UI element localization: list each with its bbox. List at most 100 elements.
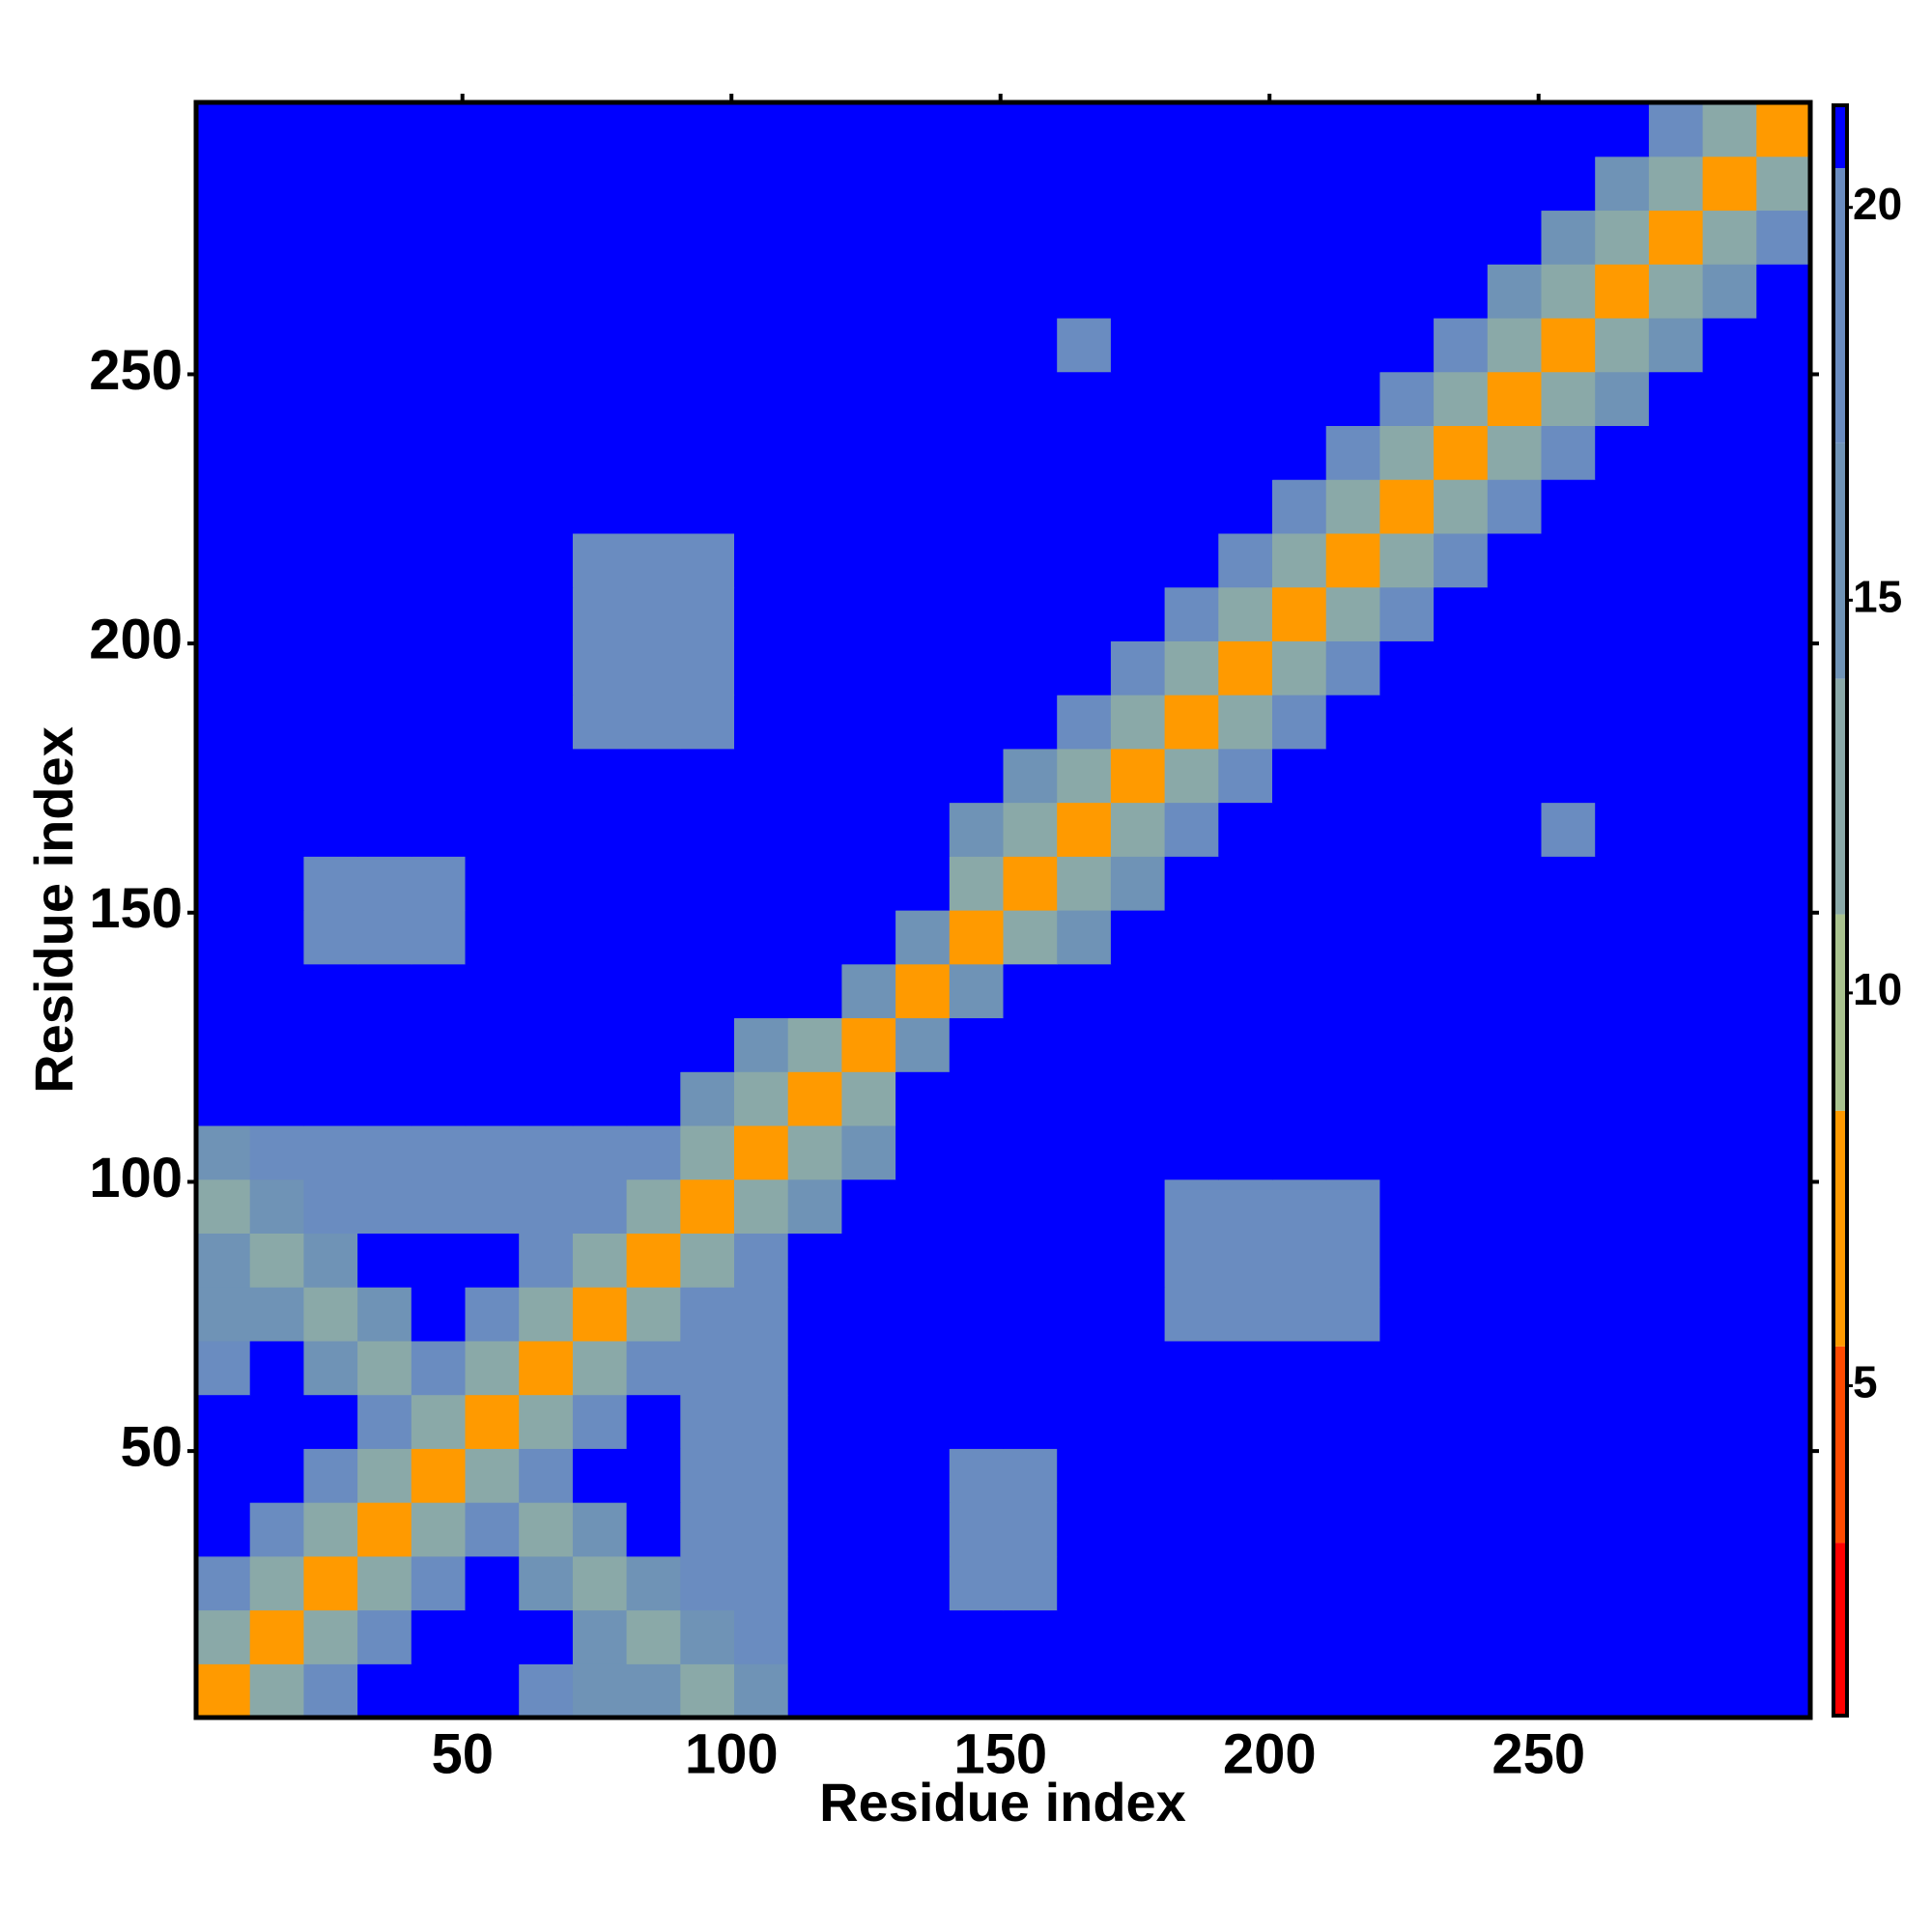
heatmap-cell xyxy=(1487,1609,1543,1664)
heatmap-cell xyxy=(1164,479,1219,534)
heatmap-cell xyxy=(519,1609,574,1664)
heatmap-cell xyxy=(1110,640,1166,696)
heatmap-cell xyxy=(949,1663,1005,1719)
heatmap-cell xyxy=(1756,1233,1811,1288)
heatmap-cell xyxy=(196,210,251,265)
heatmap-cell xyxy=(841,1448,896,1503)
heatmap-cell xyxy=(680,695,735,750)
heatmap-cell xyxy=(1325,264,1380,319)
heatmap-cell xyxy=(1379,102,1435,157)
heatmap-cell xyxy=(949,156,1005,212)
heatmap-cell xyxy=(303,1555,358,1611)
heatmap-cell xyxy=(1325,479,1380,534)
heatmap-cell xyxy=(1379,1555,1435,1611)
heatmap-cell xyxy=(895,264,951,319)
heatmap-cell xyxy=(1272,1340,1327,1396)
heatmap-cell xyxy=(1487,102,1543,157)
heatmap-cell xyxy=(1702,1555,1757,1611)
heatmap-cell xyxy=(519,1555,574,1611)
heatmap-cell xyxy=(626,210,681,265)
heatmap-cell xyxy=(196,856,251,911)
heatmap-cell xyxy=(787,1071,842,1126)
heatmap-cell xyxy=(949,1609,1005,1664)
heatmap-cell xyxy=(1325,1124,1380,1180)
heatmap-cell xyxy=(680,102,735,157)
heatmap-cell xyxy=(303,1179,358,1234)
heatmap-cell xyxy=(680,856,735,911)
heatmap-cell xyxy=(411,1448,467,1503)
heatmap-cell xyxy=(1756,1017,1811,1072)
heatmap-cell xyxy=(303,802,358,857)
heatmap-cell xyxy=(841,1555,896,1611)
heatmap-cell xyxy=(1218,1071,1273,1126)
heatmap-cell xyxy=(303,371,358,426)
heatmap-cell xyxy=(895,748,951,804)
heatmap-cell xyxy=(1648,695,1704,750)
heatmap-cell xyxy=(572,102,628,157)
heatmap-cell xyxy=(519,156,574,212)
heatmap-cell xyxy=(1595,640,1650,696)
heatmap-cell xyxy=(680,156,735,212)
heatmap-cell xyxy=(626,1071,681,1126)
heatmap-cell xyxy=(1379,1233,1435,1288)
heatmap-cell xyxy=(465,1609,520,1664)
heatmap-cell xyxy=(1702,1394,1757,1449)
heatmap-cell xyxy=(1218,748,1273,804)
heatmap-cell xyxy=(1164,1609,1219,1664)
x-tick-label: 200 xyxy=(1223,1722,1317,1785)
heatmap-cell xyxy=(841,264,896,319)
heatmap-cell xyxy=(1325,910,1380,965)
heatmap-cell xyxy=(841,371,896,426)
heatmap-cell xyxy=(1272,532,1327,588)
heatmap-cell xyxy=(1164,586,1219,641)
heatmap-cell xyxy=(1164,1502,1219,1557)
heatmap-cell xyxy=(572,1179,628,1234)
colorbar-segment xyxy=(1833,168,1847,443)
heatmap-cell xyxy=(949,264,1005,319)
heatmap-cell xyxy=(1164,1663,1219,1719)
heatmap-cell xyxy=(1272,210,1327,265)
heatmap-cell xyxy=(357,371,412,426)
heatmap-cell xyxy=(1379,963,1435,1019)
heatmap-cell xyxy=(357,532,412,588)
heatmap-cell xyxy=(303,479,358,534)
heatmap-cell xyxy=(1003,1340,1058,1396)
heatmap-cell xyxy=(1487,856,1543,911)
heatmap-cell xyxy=(1648,1555,1704,1611)
plot-frame xyxy=(193,99,1813,1720)
heatmap-cell xyxy=(1702,1287,1757,1342)
heatmap-cell xyxy=(1272,1555,1327,1611)
heatmap-cell xyxy=(1057,1394,1112,1449)
heatmap-cell xyxy=(787,1448,842,1503)
heatmap-cell xyxy=(1003,102,1058,157)
heatmap-cell xyxy=(1164,1555,1219,1611)
heatmap-cell xyxy=(249,532,304,588)
heatmap-cell xyxy=(1595,802,1650,857)
heatmap-cell xyxy=(1164,856,1219,911)
heatmap-cell xyxy=(357,264,412,319)
heatmap-cell xyxy=(1164,1394,1219,1449)
heatmap-cell xyxy=(1648,748,1704,804)
heatmap-cell xyxy=(1541,1179,1596,1234)
heatmap-cell xyxy=(895,210,951,265)
heatmap-cell xyxy=(303,1233,358,1288)
heatmap-cell xyxy=(1702,425,1757,480)
heatmap-cell xyxy=(1702,210,1757,265)
heatmap-cell xyxy=(249,748,304,804)
heatmap-cell xyxy=(1164,1448,1219,1503)
heatmap-cell xyxy=(1003,156,1058,212)
heatmap-cell xyxy=(1272,371,1327,426)
heatmap-cell xyxy=(1057,317,1112,373)
heatmap-cell xyxy=(411,1555,467,1611)
heatmap-cell xyxy=(465,802,520,857)
heatmap-cell xyxy=(1434,910,1489,965)
heatmap-cell xyxy=(411,425,467,480)
heatmap-cell xyxy=(1057,1609,1112,1664)
heatmap-cell xyxy=(1434,156,1489,212)
heatmap-cell xyxy=(1379,532,1435,588)
heatmap-cell xyxy=(949,425,1005,480)
heatmap-cell xyxy=(1057,1502,1112,1557)
heatmap-cell xyxy=(249,1394,304,1449)
heatmap-cell xyxy=(1164,264,1219,319)
heatmap-cell xyxy=(895,1340,951,1396)
